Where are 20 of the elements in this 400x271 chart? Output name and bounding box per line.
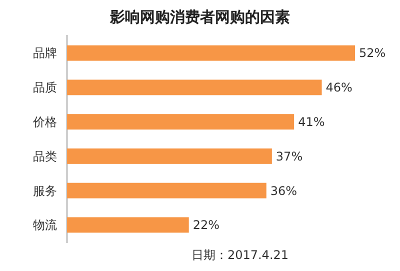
data-label: 41% — [298, 115, 325, 130]
data-label: 37% — [276, 149, 303, 164]
text: 日期：2017.4.21 — [191, 248, 289, 262]
bar — [67, 217, 189, 233]
bar — [67, 45, 355, 61]
y-tick-label: 品牌 — [33, 46, 57, 60]
y-tick-label: 价格 — [32, 115, 57, 130]
data-label: 46% — [326, 80, 352, 95]
y-tick-label: 服务 — [33, 184, 57, 198]
data-label: 52% — [359, 46, 386, 60]
bar — [67, 182, 266, 198]
bar — [67, 114, 294, 130]
data-label: 36% — [270, 184, 298, 198]
y-tick-label: 品类 — [33, 149, 57, 164]
bar — [67, 80, 322, 96]
data-label: 22% — [192, 218, 220, 232]
y-tick-label: 物流 — [33, 218, 57, 232]
y-tick-label: 品质 — [33, 80, 57, 95]
bar — [67, 148, 272, 164]
chart-title: 影响网购消费者网购的因素 — [109, 8, 290, 26]
